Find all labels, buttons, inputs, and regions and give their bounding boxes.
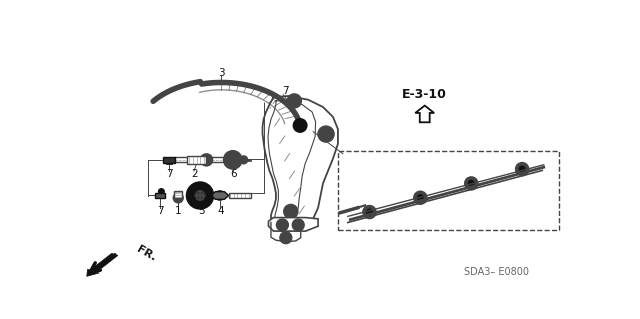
Text: 6: 6 xyxy=(230,169,237,179)
Text: 7: 7 xyxy=(282,86,289,96)
Ellipse shape xyxy=(276,219,288,231)
Polygon shape xyxy=(211,192,229,199)
Ellipse shape xyxy=(287,208,294,215)
Text: E-3-10: E-3-10 xyxy=(403,88,447,101)
Text: FR.: FR. xyxy=(134,244,157,263)
Ellipse shape xyxy=(224,151,242,169)
Ellipse shape xyxy=(323,130,330,137)
Ellipse shape xyxy=(200,154,212,166)
Ellipse shape xyxy=(215,190,225,200)
Ellipse shape xyxy=(318,126,334,142)
Text: 2: 2 xyxy=(191,169,197,179)
Ellipse shape xyxy=(195,190,205,200)
Ellipse shape xyxy=(291,98,298,104)
Polygon shape xyxy=(269,218,318,231)
Ellipse shape xyxy=(158,189,164,195)
Ellipse shape xyxy=(414,191,427,204)
Ellipse shape xyxy=(294,119,307,132)
Bar xyxy=(156,193,165,198)
Text: SDA3– E0800: SDA3– E0800 xyxy=(464,267,529,277)
Text: 1: 1 xyxy=(175,206,182,216)
Ellipse shape xyxy=(363,206,376,219)
Ellipse shape xyxy=(284,204,298,218)
Text: 7: 7 xyxy=(157,206,164,216)
Bar xyxy=(163,157,175,163)
Ellipse shape xyxy=(280,232,292,244)
Text: 5: 5 xyxy=(198,206,204,216)
Ellipse shape xyxy=(292,219,304,231)
Ellipse shape xyxy=(519,166,525,172)
Ellipse shape xyxy=(228,155,237,164)
Ellipse shape xyxy=(516,163,529,175)
Ellipse shape xyxy=(173,193,183,203)
Ellipse shape xyxy=(240,156,248,164)
Text: 3: 3 xyxy=(218,68,225,78)
Text: 4: 4 xyxy=(218,206,224,216)
Bar xyxy=(229,193,251,198)
Bar xyxy=(338,151,559,230)
Ellipse shape xyxy=(187,183,213,208)
Bar xyxy=(241,159,251,161)
Ellipse shape xyxy=(191,187,209,204)
FancyArrow shape xyxy=(87,254,118,276)
Ellipse shape xyxy=(287,94,301,108)
Bar xyxy=(187,156,207,164)
Ellipse shape xyxy=(417,195,423,201)
Ellipse shape xyxy=(468,181,474,186)
Bar xyxy=(166,163,172,164)
Text: 7: 7 xyxy=(166,169,173,179)
Ellipse shape xyxy=(296,122,303,129)
FancyArrow shape xyxy=(415,106,434,122)
Ellipse shape xyxy=(465,177,477,190)
Bar xyxy=(174,191,182,198)
Ellipse shape xyxy=(367,209,372,215)
